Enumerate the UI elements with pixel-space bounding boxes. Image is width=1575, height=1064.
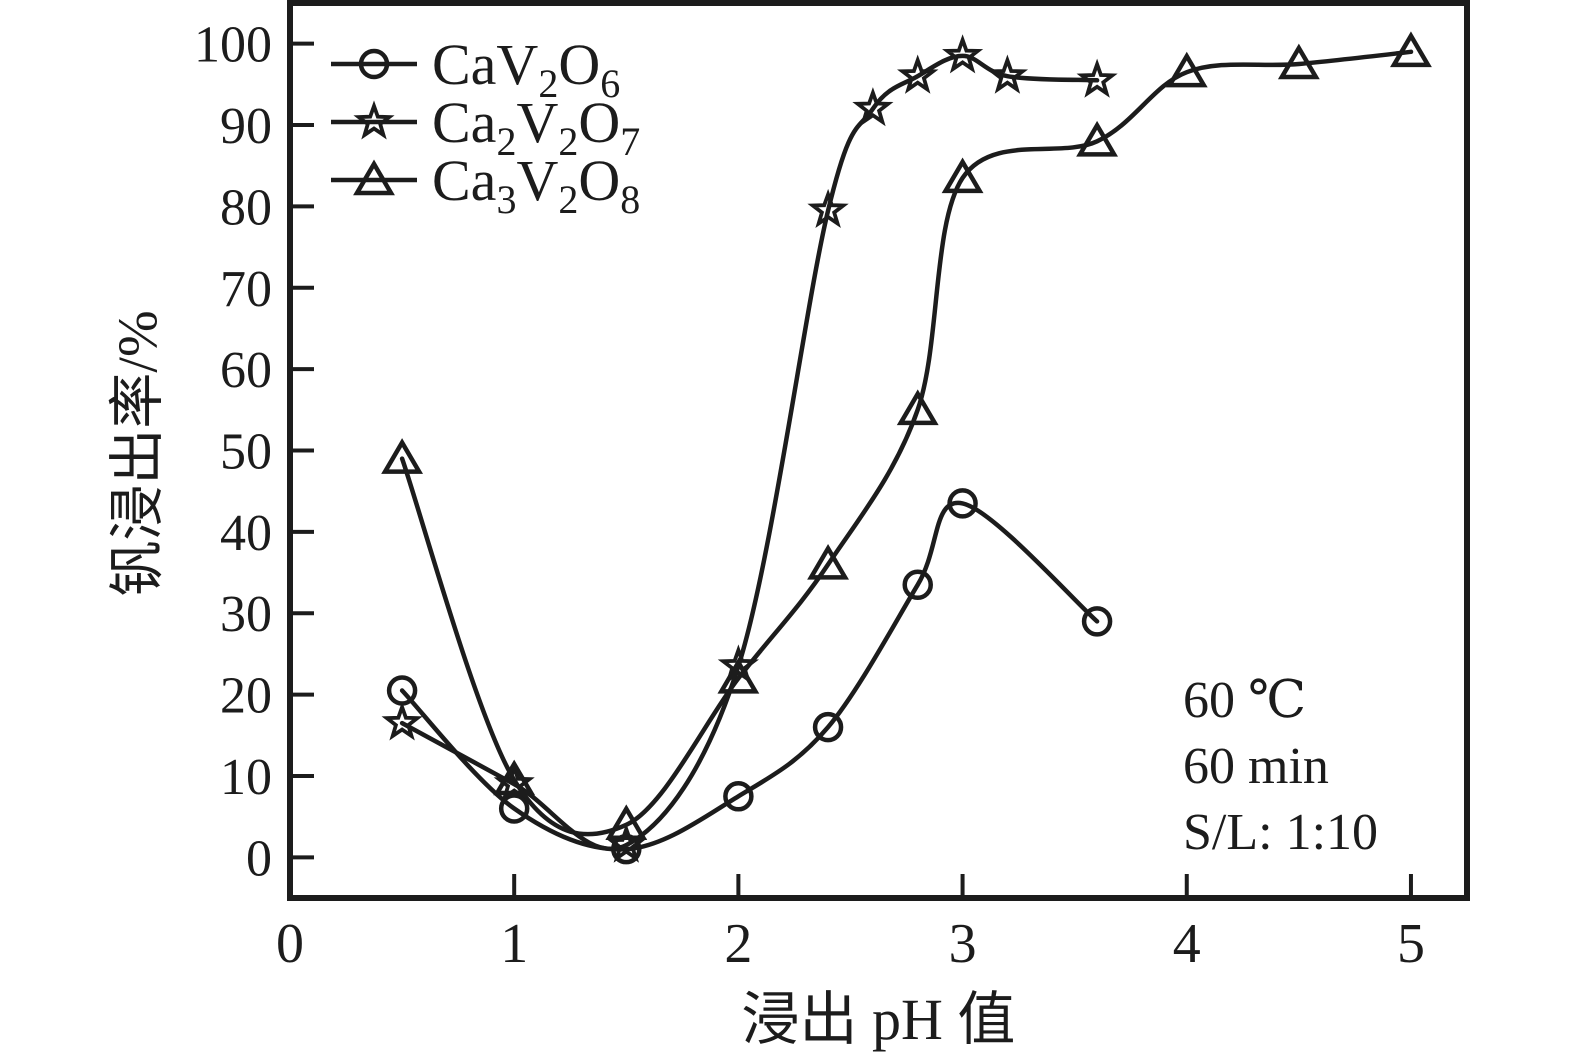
triangle-marker: [605, 804, 648, 841]
legend-label-Ca3V2O8: Ca3V2O8: [432, 148, 640, 222]
circle-marker: [947, 488, 978, 519]
y-tick-label: 50: [220, 424, 272, 481]
y-tick-label: 10: [220, 749, 272, 806]
y-tick-label: 90: [220, 98, 272, 155]
y-tick-label: 20: [220, 668, 272, 725]
triangle-marker: [353, 159, 395, 196]
star-marker: [493, 762, 535, 802]
annotation-time: 60 min: [1183, 738, 1329, 795]
x-tick-label: 1: [500, 913, 528, 975]
triangle-marker: [381, 438, 424, 474]
star-marker: [381, 701, 423, 741]
triangle-marker: [717, 657, 760, 694]
triangle-marker: [1390, 31, 1432, 68]
annotation-block: 60 ℃ 60 min S/L: 1:10: [1183, 668, 1378, 866]
circle-marker: [812, 711, 844, 743]
series-Ca3V2O8: [381, 31, 1432, 841]
triangle-marker: [941, 157, 984, 194]
star-marker: [897, 54, 939, 94]
series-CaV2O6-line: [399, 500, 1100, 852]
legend-label-Ca2V2O7: Ca2V2O7: [432, 90, 640, 164]
x-axis-label: 浸出 pH 值: [741, 987, 1016, 1052]
triangle-marker: [1277, 43, 1320, 80]
circle-marker: [358, 48, 390, 80]
star-marker: [807, 188, 849, 228]
y-tick-label: 70: [220, 261, 272, 318]
triangle-marker: [807, 543, 849, 580]
y-tick-label: 80: [220, 179, 272, 236]
triangle-marker: [493, 759, 536, 796]
y-tick-label: 0: [246, 830, 272, 887]
annotation-temperature: 60 ℃: [1183, 672, 1307, 729]
annotation-solid-liquid-ratio: S/L: 1:10: [1183, 804, 1379, 861]
star-marker: [605, 823, 647, 863]
triangle-marker: [896, 389, 939, 426]
series-Ca2V2O7-line: [399, 53, 1100, 852]
star-marker: [852, 87, 894, 127]
triangle-marker: [1076, 120, 1119, 157]
legend-label-CaV2O6: CaV2O6: [432, 32, 620, 106]
x-tick-label: 3: [949, 913, 977, 975]
circle-marker: [902, 569, 933, 600]
star-marker: [942, 34, 984, 74]
x-tick-label: 0: [276, 913, 304, 975]
star-marker: [353, 100, 395, 140]
y-tick-label: 40: [220, 505, 272, 562]
circle-marker: [498, 793, 530, 824]
circle-marker: [723, 781, 754, 812]
y-tick-label: 60: [220, 342, 272, 399]
star-marker: [1076, 58, 1118, 98]
x-tick-label: 5: [1397, 913, 1425, 975]
series-Ca2V2O7: [381, 34, 1118, 863]
star-marker: [986, 54, 1029, 94]
triangle-marker: [1165, 51, 1208, 88]
series-Ca3V2O8-line: [399, 49, 1414, 837]
y-axis-label: 钒浸出率/%: [107, 310, 170, 597]
series-CaV2O6: [386, 488, 1113, 865]
y-tick-label: 100: [194, 17, 272, 74]
circle-marker: [1081, 606, 1113, 637]
y-tick-label: 30: [220, 586, 272, 643]
x-tick-label: 2: [724, 913, 752, 975]
x-tick-label: 4: [1173, 913, 1201, 975]
